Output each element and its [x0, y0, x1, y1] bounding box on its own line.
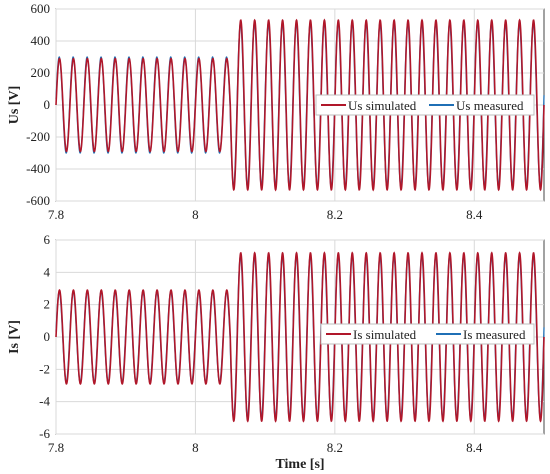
x-tick-label: 8.4 [466, 440, 483, 455]
y-tick-label: 0 [44, 97, 51, 112]
yticks-is: 6 4 2 0 -2 -4 -6 [39, 232, 50, 441]
legend-us: Us simulated Us measured [315, 94, 535, 116]
legend-label-us-measured: Us measured [456, 98, 524, 113]
legend-box-is [320, 323, 535, 345]
y-tick-label: 0 [44, 329, 51, 344]
series-line-is-simulated [55, 251, 545, 423]
y-axis-label-is: Is [V] [7, 320, 22, 354]
y-tick-label: -200 [26, 129, 50, 144]
y-tick-label: -2 [39, 361, 50, 376]
x-tick-label: 8 [192, 440, 199, 455]
y-tick-label: -4 [39, 394, 50, 409]
xticks-is: 7.8 8 8.2 8.4 [48, 440, 483, 455]
legend-label-is-measured: Is measured [463, 327, 526, 342]
y-tick-label: -400 [26, 161, 50, 176]
xticks-us: 7.8 8 8.2 8.4 [48, 207, 483, 222]
x-tick-label: 8.2 [327, 440, 343, 455]
legend-is: Is simulated Is measured [320, 323, 535, 345]
chart-us: 600 400 200 0 -200 -400 -600 7.8 8 8.2 8.4 Us [V]… [7, 1, 545, 222]
legend-label-is-simulated: Is simulated [353, 327, 417, 342]
y-axis-label-us: Us [V] [7, 86, 22, 125]
x-tick-label: 8.4 [466, 207, 483, 222]
y-tick-label: 600 [31, 1, 51, 16]
series-line-us-simulated [55, 18, 545, 192]
x-tick-label: 7.8 [48, 440, 64, 455]
y-tick-label: 200 [31, 65, 51, 80]
legend-box-us [315, 94, 535, 116]
x-tick-label: 8.2 [327, 207, 343, 222]
yticks-us: 600 400 200 0 -200 -400 -600 [26, 1, 50, 208]
y-tick-label: 400 [31, 33, 51, 48]
x-tick-label: 8 [192, 207, 199, 222]
legend-label-us-simulated: Us simulated [348, 98, 417, 113]
x-tick-label: 7.8 [48, 207, 64, 222]
chart-is: 6 4 2 0 -2 -4 -6 7.8 8 8.2 8.4 Is [V] Time [s] Is… [7, 232, 545, 472]
y-tick-label: -6 [39, 426, 50, 441]
y-tick-label: -600 [26, 193, 50, 208]
series-us [55, 18, 545, 192]
series-is [55, 251, 545, 423]
x-axis-label: Time [s] [275, 457, 324, 472]
y-tick-label: 4 [44, 264, 51, 279]
y-tick-label: 2 [44, 297, 51, 312]
y-tick-label: 6 [44, 232, 51, 247]
